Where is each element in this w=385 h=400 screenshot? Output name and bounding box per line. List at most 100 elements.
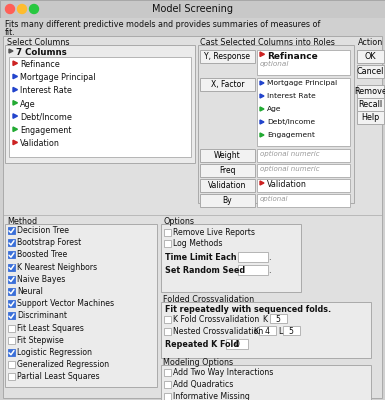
Polygon shape (260, 107, 264, 111)
Bar (164, 240, 171, 247)
Text: Set Random Seed: Set Random Seed (165, 266, 245, 275)
Text: Method: Method (7, 217, 37, 226)
Text: Mortgage Principal: Mortgage Principal (20, 73, 95, 82)
Text: Engagement: Engagement (267, 132, 315, 138)
Text: OK: OK (365, 52, 376, 61)
Text: Fits many different predictive models and provides summaries of measures of: Fits many different predictive models an… (5, 20, 320, 29)
Text: K Nearest Neighbors: K Nearest Neighbors (17, 263, 97, 272)
Text: Partial Least Squares: Partial Least Squares (17, 372, 100, 381)
Bar (259, 326, 276, 335)
Text: Fit repeatedly with sequenced folds.: Fit repeatedly with sequenced folds. (165, 305, 331, 314)
Bar (257, 50, 350, 75)
Text: fit.: fit. (5, 28, 16, 37)
Text: Boosted Tree: Boosted Tree (17, 250, 67, 260)
Bar (8, 300, 15, 307)
Text: By: By (223, 196, 232, 205)
Bar (8, 312, 15, 319)
Bar (357, 50, 384, 63)
Text: Y, Response: Y, Response (204, 52, 251, 61)
Text: 7 Columns: 7 Columns (16, 48, 67, 57)
Polygon shape (260, 81, 264, 85)
Text: Fit Least Squares: Fit Least Squares (17, 324, 84, 333)
Bar (164, 229, 171, 236)
Text: Modeling Options: Modeling Options (163, 358, 233, 367)
Text: Validation: Validation (208, 181, 247, 190)
Bar (257, 179, 350, 192)
Polygon shape (260, 133, 264, 137)
Text: optional: optional (260, 61, 290, 67)
Text: 0: 0 (234, 340, 239, 349)
Bar (200, 149, 255, 162)
Text: Log Methods: Log Methods (173, 239, 223, 248)
Bar (200, 50, 255, 63)
Bar (164, 393, 171, 400)
Text: Neural: Neural (17, 287, 43, 296)
Text: Engagement: Engagement (20, 126, 71, 135)
Bar (164, 328, 171, 335)
Polygon shape (13, 87, 17, 92)
Bar (8, 252, 15, 258)
Text: Validation: Validation (267, 180, 307, 189)
Text: Bootstrap Forest: Bootstrap Forest (17, 238, 81, 247)
Polygon shape (13, 140, 17, 145)
Bar (200, 179, 255, 192)
Text: Support Vector Machines: Support Vector Machines (17, 299, 114, 308)
Bar (357, 98, 384, 111)
Bar (8, 374, 15, 380)
Circle shape (5, 4, 15, 14)
Polygon shape (260, 120, 264, 124)
Text: Add Quadratics: Add Quadratics (173, 380, 233, 389)
Text: Select Columns: Select Columns (7, 38, 70, 47)
Polygon shape (260, 52, 264, 56)
Text: optional numeric: optional numeric (260, 166, 320, 172)
Bar (8, 361, 15, 368)
Bar (161, 224, 301, 292)
Bar (8, 227, 15, 234)
Bar (226, 339, 248, 349)
Bar (200, 78, 255, 91)
Text: Repeated K Fold: Repeated K Fold (165, 340, 239, 349)
Text: K: K (253, 327, 258, 336)
Text: Cast Selected Columns into Roles: Cast Selected Columns into Roles (200, 38, 335, 47)
Text: optional: optional (260, 196, 288, 202)
Text: Interest Rate: Interest Rate (267, 93, 316, 99)
Text: Remove: Remove (354, 87, 385, 96)
Bar (257, 149, 350, 162)
Text: Options: Options (163, 217, 194, 226)
Bar (164, 381, 171, 388)
Text: Cancel: Cancel (357, 67, 384, 76)
Bar (161, 365, 371, 400)
Text: 5: 5 (276, 315, 280, 324)
Bar (5, 224, 157, 387)
Text: Generalized Regression: Generalized Regression (17, 360, 109, 369)
Bar (8, 288, 15, 295)
Text: Recall: Recall (358, 100, 383, 109)
Text: Time Limit Each: Time Limit Each (165, 253, 237, 262)
Bar (8, 239, 15, 246)
Bar (164, 369, 171, 376)
Text: Freq: Freq (219, 166, 236, 175)
Text: Help: Help (362, 113, 380, 122)
Text: Action: Action (358, 38, 383, 47)
Bar (257, 78, 350, 146)
Polygon shape (13, 101, 17, 105)
Text: L: L (278, 327, 282, 336)
Text: Debt/Income: Debt/Income (267, 119, 315, 125)
Text: optional numeric: optional numeric (260, 151, 320, 157)
Bar (164, 316, 171, 323)
Polygon shape (13, 61, 17, 66)
Text: 5: 5 (289, 327, 293, 336)
Text: Validation: Validation (20, 139, 60, 148)
Bar (238, 265, 268, 275)
Bar (8, 337, 15, 344)
Bar (5, 45, 195, 163)
Text: Refinance: Refinance (267, 52, 318, 61)
Bar (357, 65, 384, 78)
Bar (8, 276, 15, 283)
Bar (8, 264, 15, 271)
Text: Model Screening: Model Screening (152, 4, 233, 14)
Text: .: . (268, 253, 271, 262)
Bar (270, 314, 287, 323)
Bar (8, 325, 15, 332)
Bar (357, 85, 384, 98)
